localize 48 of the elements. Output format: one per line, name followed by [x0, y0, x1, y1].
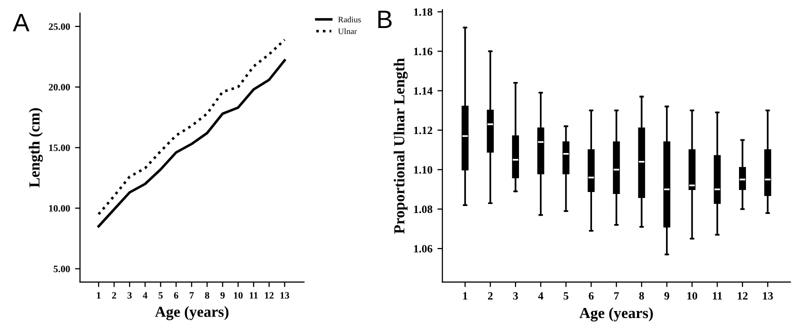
x-tick-label: 1 [463, 292, 468, 300]
x-tick-label: 12 [265, 292, 274, 299]
legend-label: Radius [338, 16, 361, 22]
x-tick-label: 3 [128, 292, 132, 299]
x-tick-label: 9 [664, 292, 670, 300]
x-tick-label: 13 [280, 292, 290, 299]
y-tick-label: 10.00 [49, 205, 70, 212]
y-tick-label: 5.00 [54, 266, 70, 272]
x-tick-label: 5 [158, 292, 163, 299]
y-axis-title: Length (cm) [28, 108, 43, 188]
x-tick-label: 4 [538, 292, 544, 300]
x-tick-label: 12 [738, 292, 748, 300]
x-tick-label: 10 [234, 292, 243, 299]
y-tick-label: 15.00 [49, 144, 70, 152]
y-axis-title: Proportional Ulnar Length [394, 58, 408, 234]
x-tick-label: 6 [174, 292, 178, 299]
line-series [97, 38, 286, 216]
y-tick-label: 1.06 [414, 245, 432, 253]
x-tick-label: 1 [96, 292, 101, 299]
x-tick-label: 8 [205, 292, 210, 299]
x-tick-label: 5 [564, 292, 568, 300]
y-tick-label: 1.14 [414, 87, 432, 95]
x-tick-label: 8 [639, 292, 644, 300]
x-tick-label: 9 [220, 292, 225, 299]
y-tick-label: 20.00 [48, 84, 70, 91]
x-tick-label: 3 [513, 292, 518, 300]
x-tick-label: 7 [614, 292, 619, 300]
x-axis-title: Age (years) [155, 306, 228, 320]
x-tick-label: 10 [687, 292, 698, 300]
x-tick-label: 11 [712, 292, 722, 300]
x-tick-label: 4 [142, 292, 148, 299]
x-tick-label: 2 [488, 292, 493, 300]
x-axis-title: Age (years) [579, 307, 653, 322]
y-tick-label: 1.10 [414, 166, 432, 174]
x-tick-label: 2 [112, 292, 116, 299]
x-tick-label: 13 [763, 292, 773, 300]
legend-label: Ulnar [338, 28, 357, 34]
y-tick-label: 1.18 [414, 8, 432, 16]
text: A [12, 14, 30, 32]
text: B [378, 10, 392, 28]
line-series [97, 59, 286, 228]
y-tick-label: 1.08 [414, 206, 432, 214]
y-tick-label: 1.12 [414, 126, 432, 134]
x-tick-label: 6 [588, 292, 594, 300]
x-tick-label: 11 [250, 292, 258, 299]
x-tick-label: 7 [190, 292, 194, 299]
y-tick-label: 25.00 [48, 23, 70, 30]
y-tick-label: 1.16 [414, 48, 432, 56]
